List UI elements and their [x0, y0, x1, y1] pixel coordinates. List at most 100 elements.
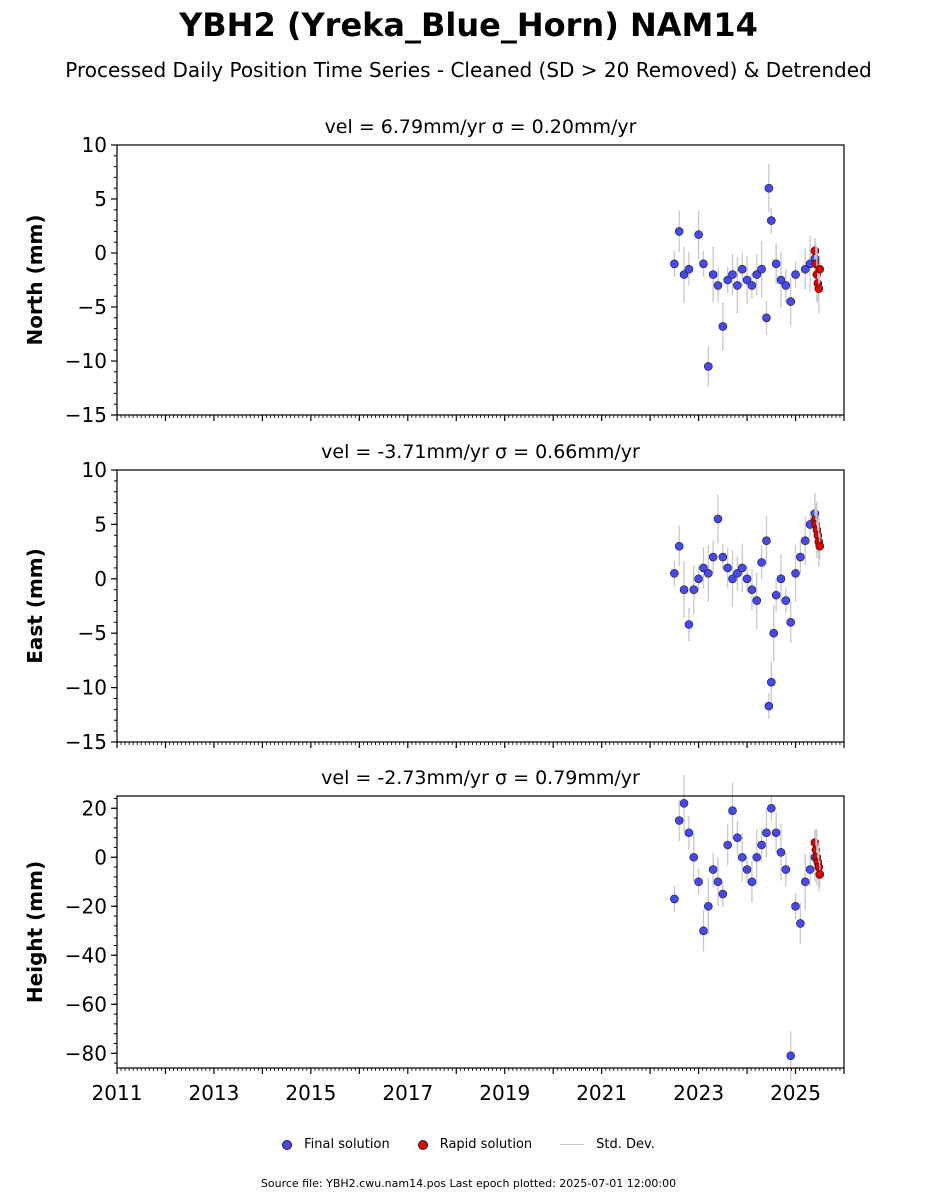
final-solution-point	[684, 264, 694, 274]
x-tick-label: 2011	[92, 1081, 143, 1105]
final-solution-point	[800, 877, 810, 887]
final-solution-point	[713, 514, 723, 524]
x-tick-label: 2023	[673, 1081, 724, 1105]
y-tick-label: −40	[65, 943, 107, 967]
final-solution-point	[786, 297, 795, 306]
y-tick-label: −80	[65, 1041, 107, 1065]
y-tick-label: 0	[94, 567, 107, 591]
final-solution-point	[684, 828, 694, 838]
final-solution-point	[689, 852, 699, 862]
final-solution-point	[762, 828, 771, 838]
legend-label-final: Final solution	[304, 1137, 390, 1152]
rapid-solution-point	[815, 870, 825, 879]
final-solution-point	[796, 919, 805, 928]
final-solution-point	[708, 865, 718, 874]
final-solution-point	[776, 275, 786, 285]
final-solution-point	[796, 552, 805, 562]
final-solution-point	[737, 563, 747, 573]
y-tick-label: −60	[65, 992, 107, 1016]
final-solution-point	[766, 677, 776, 687]
legend-label-stddev: Std. Dev.	[596, 1137, 655, 1152]
final-solution-point	[742, 574, 752, 584]
final-solution-point	[718, 889, 728, 899]
final-solution-point	[674, 816, 684, 825]
final-solution-point	[800, 264, 810, 274]
final-solution-point	[757, 558, 766, 567]
final-solution-point	[699, 926, 708, 936]
final-solution-point	[747, 585, 757, 594]
final-solution-point	[742, 865, 752, 874]
rapid-solution-point	[814, 862, 824, 872]
y-tick-label: −20	[65, 894, 107, 918]
final-solution-point	[699, 563, 708, 573]
final-solution-point	[728, 806, 737, 816]
final-solution-point	[694, 230, 703, 239]
y-tick-label: −10	[65, 349, 107, 373]
y-tick-label: 10	[82, 458, 107, 482]
final-solution-point	[674, 541, 684, 551]
y-axis-label: East (mm)	[23, 548, 47, 664]
final-solution-point	[769, 628, 779, 638]
final-solution-point	[733, 281, 742, 290]
final-solution-point	[694, 877, 703, 887]
final-solution-point	[762, 313, 771, 323]
legend-item-final: Final solution	[282, 1137, 390, 1152]
final-solution-point	[766, 803, 776, 813]
final-solution-point	[737, 264, 747, 274]
final-solution-point	[718, 322, 728, 331]
y-tick-label: 0	[94, 845, 107, 869]
x-tick-label: 2019	[479, 1081, 530, 1105]
rapid-solution-point	[810, 246, 820, 256]
y-tick-label: −5	[78, 295, 107, 319]
plot-frame	[116, 469, 845, 743]
final-solution-point	[752, 596, 762, 605]
final-solution-point	[742, 275, 752, 285]
final-solution-point	[781, 865, 791, 874]
final-solution-point	[776, 848, 786, 857]
final-solution-point	[781, 596, 791, 605]
final-solution-point	[747, 877, 757, 887]
final-solution-point	[800, 536, 810, 546]
final-solution-point	[771, 259, 781, 269]
rapid-solution-marker-icon	[417, 1139, 428, 1150]
final-solution-point	[708, 552, 718, 562]
final-solution-point	[713, 281, 723, 290]
final-solution-point	[786, 1051, 795, 1061]
final-solution-point	[764, 701, 774, 711]
final-solution-point	[771, 828, 781, 838]
x-tick-label: 2021	[576, 1081, 627, 1105]
source-footer: Source file: YBH2.cwu.nam14.pos Last epo…	[260, 1177, 677, 1190]
final-solution-point	[684, 620, 694, 629]
final-solution-point	[670, 569, 679, 578]
legend-label-rapid: Rapid solution	[439, 1137, 533, 1152]
final-solution-point	[781, 281, 791, 290]
final-solution-point	[791, 901, 800, 911]
y-tick-label: 5	[94, 512, 107, 536]
final-solution-point	[766, 216, 776, 225]
plot-frame	[116, 144, 845, 416]
final-solution-point	[752, 852, 762, 862]
final-solution-point	[733, 569, 742, 578]
final-solution-point	[752, 270, 762, 279]
y-tick-label: −15	[65, 403, 107, 427]
final-solution-point	[791, 270, 800, 279]
panel-title: vel = 6.79mm/yr σ = 0.20mm/yr	[325, 116, 637, 138]
panel-title: vel = -2.73mm/yr σ = 0.79mm/yr	[321, 767, 640, 789]
final-solution-point	[757, 840, 766, 850]
rapid-solution-point	[814, 284, 824, 293]
final-solution-point	[776, 574, 786, 584]
chart-title: YBH2 (Yreka_Blue_Horn) NAM14	[179, 6, 758, 44]
final-solution-point	[762, 536, 771, 546]
final-solution-point	[764, 183, 774, 193]
final-solution-marker-icon	[282, 1139, 293, 1150]
final-solution-point	[728, 270, 737, 279]
x-tick-label: 2025	[770, 1081, 821, 1105]
y-tick-label: −5	[78, 621, 107, 645]
rapid-solution-point	[815, 541, 825, 551]
final-solution-point	[703, 901, 713, 911]
y-tick-label: 5	[94, 187, 107, 211]
y-axis-label: Height (mm)	[23, 861, 47, 1003]
final-solution-point	[757, 264, 766, 274]
legend-item-stddev: Std. Dev.	[560, 1137, 655, 1152]
